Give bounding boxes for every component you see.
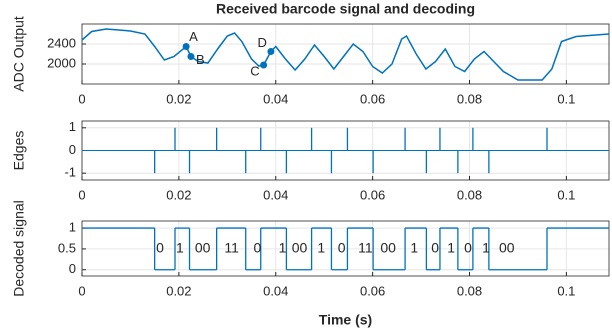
y-axis-label: Decoded signal [11, 200, 27, 297]
y-tick-label: -1 [64, 165, 76, 180]
chart-title: Received barcode signal and decoding [216, 1, 475, 17]
point-label: A [189, 29, 198, 44]
point-marker [187, 53, 195, 60]
axes-box [81, 220, 610, 277]
bit-label: 1 [176, 240, 184, 256]
x-tick-label: 0.1 [557, 91, 575, 106]
bit-label: 0 [338, 240, 346, 256]
x-tick-label: 0.08 [457, 283, 482, 298]
x-tick-label: 0.08 [457, 187, 482, 202]
y-tick-label: 0 [69, 261, 76, 276]
point-label: B [196, 52, 205, 67]
x-tick-label: 0.1 [557, 187, 575, 202]
bit-label: 0 [156, 240, 164, 256]
x-tick-label: 0 [78, 91, 85, 106]
x-axis-label: Time (s) [319, 312, 372, 328]
bit-label: 00 [380, 240, 396, 256]
x-tick-label: 0.06 [360, 187, 385, 202]
y-tick-label: 2000 [47, 55, 76, 70]
axes-box [81, 23, 610, 85]
point-marker [267, 48, 275, 55]
x-tick-label: 0.1 [557, 283, 575, 298]
point-marker [260, 61, 268, 69]
bit-label: 00 [292, 240, 308, 256]
y-tick-label: 0 [69, 142, 76, 157]
y-tick-label: 2400 [47, 35, 76, 50]
bit-label: 1 [447, 240, 455, 256]
bit-label: 1 [317, 240, 325, 256]
bit-label: 00 [195, 240, 211, 256]
x-tick-label: 0.02 [166, 91, 191, 106]
x-tick-label: 0.06 [360, 283, 385, 298]
x-tick-label: 0.06 [360, 91, 385, 106]
x-tick-label: 0.04 [263, 91, 288, 106]
bit-label: 0 [253, 240, 261, 256]
point-label: C [250, 63, 259, 78]
x-tick-label: 0.04 [263, 283, 288, 298]
bit-label: 1 [482, 240, 490, 256]
bit-label: 00 [499, 240, 515, 256]
x-tick-label: 0.04 [263, 187, 288, 202]
bit-label: 11 [224, 240, 239, 256]
bit-label: 0 [464, 240, 472, 256]
signal-line [81, 28, 610, 81]
point-marker [182, 43, 190, 50]
bit-label: 1 [279, 240, 287, 256]
x-tick-label: 0.08 [457, 91, 482, 106]
x-tick-label: 0 [78, 283, 85, 298]
y-axis-label: Edges [11, 131, 27, 171]
bit-label: 11 [358, 240, 373, 256]
bit-label: 1 [410, 240, 418, 256]
point-label: D [258, 35, 267, 50]
bit-label: 0 [431, 240, 439, 256]
y-tick-label: 0.5 [58, 240, 76, 255]
x-tick-label: 0.02 [166, 283, 191, 298]
y-tick-label: 1 [69, 220, 76, 235]
y-axis-label: ADC Output [11, 16, 27, 92]
x-tick-label: 0.02 [166, 187, 191, 202]
x-tick-label: 0 [78, 187, 85, 202]
y-tick-label: 1 [69, 119, 76, 134]
